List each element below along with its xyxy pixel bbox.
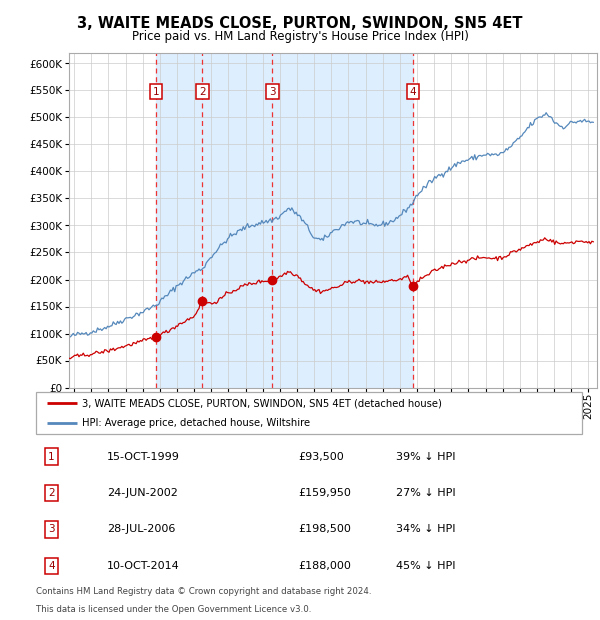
Text: 15-OCT-1999: 15-OCT-1999 — [107, 451, 180, 461]
Text: Contains HM Land Registry data © Crown copyright and database right 2024.: Contains HM Land Registry data © Crown c… — [36, 587, 371, 596]
Text: 3: 3 — [48, 525, 55, 534]
Bar — [156, 53, 413, 388]
Text: £198,500: £198,500 — [298, 525, 351, 534]
Text: 4: 4 — [410, 87, 416, 97]
Text: 2: 2 — [48, 488, 55, 498]
Text: £159,950: £159,950 — [298, 488, 351, 498]
Text: £93,500: £93,500 — [298, 451, 344, 461]
Text: 24-JUN-2002: 24-JUN-2002 — [107, 488, 178, 498]
Text: 39% ↓ HPI: 39% ↓ HPI — [397, 451, 456, 461]
Text: 1: 1 — [48, 451, 55, 461]
Text: £188,000: £188,000 — [298, 561, 351, 571]
Text: 3, WAITE MEADS CLOSE, PURTON, SWINDON, SN5 4ET (detached house): 3, WAITE MEADS CLOSE, PURTON, SWINDON, S… — [82, 398, 442, 408]
Text: 3: 3 — [269, 87, 276, 97]
Text: 10-OCT-2014: 10-OCT-2014 — [107, 561, 180, 571]
Text: Price paid vs. HM Land Registry's House Price Index (HPI): Price paid vs. HM Land Registry's House … — [131, 30, 469, 43]
Text: 28-JUL-2006: 28-JUL-2006 — [107, 525, 175, 534]
Text: 3, WAITE MEADS CLOSE, PURTON, SWINDON, SN5 4ET: 3, WAITE MEADS CLOSE, PURTON, SWINDON, S… — [77, 16, 523, 30]
Text: HPI: Average price, detached house, Wiltshire: HPI: Average price, detached house, Wilt… — [82, 418, 311, 428]
Text: 1: 1 — [153, 87, 160, 97]
Text: 34% ↓ HPI: 34% ↓ HPI — [397, 525, 456, 534]
Text: 45% ↓ HPI: 45% ↓ HPI — [397, 561, 456, 571]
Text: This data is licensed under the Open Government Licence v3.0.: This data is licensed under the Open Gov… — [36, 604, 311, 614]
Text: 4: 4 — [48, 561, 55, 571]
Text: 2: 2 — [199, 87, 206, 97]
Text: 27% ↓ HPI: 27% ↓ HPI — [397, 488, 456, 498]
